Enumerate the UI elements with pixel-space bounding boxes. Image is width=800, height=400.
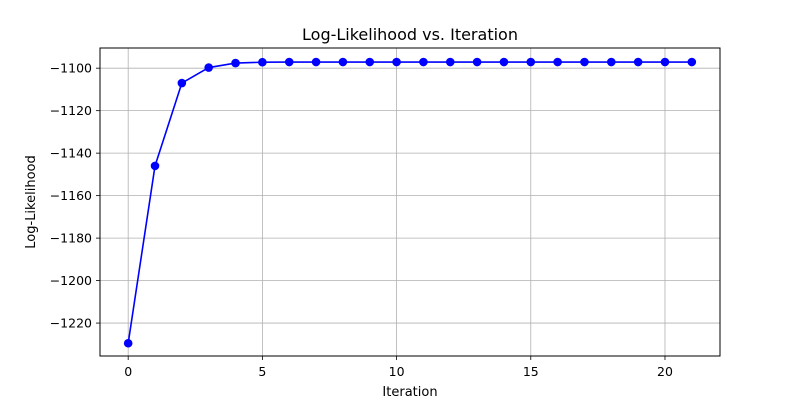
data-point: [445, 57, 455, 67]
y-tick-label: −1220: [50, 316, 92, 331]
data-point: [311, 57, 321, 67]
data-point: [419, 57, 428, 67]
data-point: [472, 57, 482, 67]
tick-layer: 0 5 10 15 20 −1220 −1200 −1180 −1160 −1140 −1120 −1…: [50, 61, 673, 379]
series-layer: [123, 57, 697, 348]
plot-area-frame: [99, 47, 721, 357]
y-tick-label: −1160: [50, 188, 92, 203]
data-point: [123, 338, 133, 348]
data-point: [365, 57, 375, 67]
data-point: [338, 57, 348, 67]
y-tick-label: −1140: [50, 146, 92, 161]
data-point: [526, 57, 536, 67]
data-point: [258, 57, 267, 67]
x-tick-label: 10: [389, 364, 405, 379]
y-tick-label: −1180: [50, 231, 92, 246]
data-point: [177, 78, 187, 88]
data-point: [204, 63, 214, 72]
data-point: [553, 57, 562, 67]
x-tick-label: 20: [657, 364, 673, 379]
y-tick-label: −1100: [50, 61, 92, 76]
grid-layer: [100, 48, 720, 356]
data-point: [687, 57, 697, 67]
data-point: [392, 57, 401, 67]
x-axis-label: Iteration: [382, 385, 437, 400]
data-point: [231, 58, 240, 68]
data-point: [633, 57, 643, 67]
chart-title: Log-Likelihood vs. Iteration: [302, 25, 518, 44]
series-line: [127, 61, 692, 344]
data-point: [580, 57, 589, 67]
data-point: [284, 57, 294, 67]
data-point: [150, 161, 160, 171]
y-tick-label: −1200: [50, 273, 92, 288]
data-point: [499, 57, 509, 67]
data-point: [606, 57, 616, 67]
x-tick-label: 0: [124, 364, 132, 379]
y-axis-label: Log-Likelihood: [24, 155, 39, 248]
y-tick-label: −1120: [50, 103, 92, 118]
x-tick-label: 5: [258, 364, 266, 379]
x-tick-label: 15: [523, 364, 539, 379]
data-point: [660, 57, 670, 67]
